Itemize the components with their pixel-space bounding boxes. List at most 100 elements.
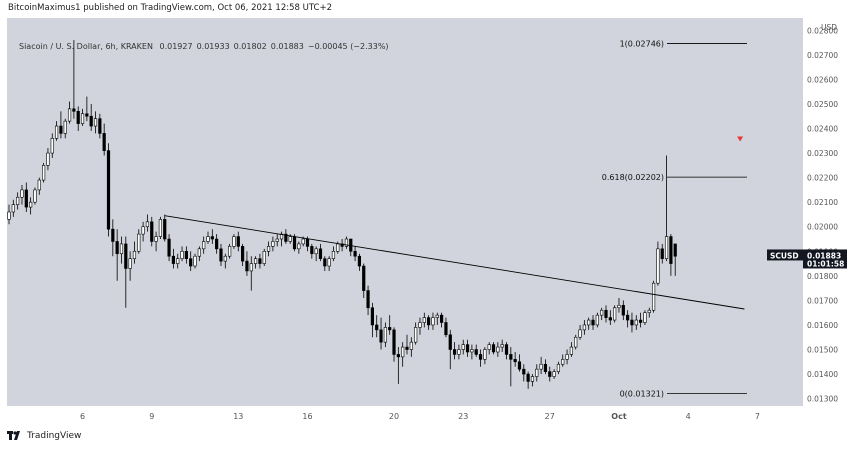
candle bbox=[150, 216, 154, 247]
candle-body bbox=[33, 189, 37, 203]
candle bbox=[137, 229, 141, 254]
candle bbox=[42, 162, 46, 183]
candle-body bbox=[470, 349, 474, 353]
candle bbox=[184, 246, 188, 264]
candle-body bbox=[219, 248, 223, 262]
candle bbox=[284, 229, 288, 244]
candle bbox=[626, 310, 630, 328]
time-tick-label: 13 bbox=[233, 412, 243, 421]
candle bbox=[297, 241, 301, 254]
candle bbox=[89, 103, 93, 131]
candle bbox=[180, 246, 184, 262]
candle-body bbox=[587, 319, 591, 326]
descending-trendline bbox=[164, 215, 745, 310]
candle bbox=[158, 216, 163, 240]
candle bbox=[258, 253, 262, 269]
candle bbox=[379, 317, 383, 350]
candle bbox=[500, 339, 504, 352]
candle-body bbox=[626, 314, 630, 321]
candle bbox=[353, 246, 357, 262]
candle bbox=[115, 229, 119, 281]
candle-countdown: 01:01:58 bbox=[807, 259, 844, 268]
candle bbox=[232, 234, 236, 249]
candle-body bbox=[526, 373, 530, 382]
candle-body bbox=[327, 258, 331, 267]
candle bbox=[176, 253, 180, 269]
candle-body bbox=[245, 260, 249, 272]
candle-body bbox=[223, 255, 227, 262]
candle bbox=[470, 344, 474, 360]
candle bbox=[145, 214, 150, 232]
candle bbox=[111, 219, 115, 257]
chart-plot-area[interactable]: 0.382(0.02882)1(0.02746)0.618(0.02202)0(… bbox=[7, 6, 803, 406]
candle bbox=[656, 241, 660, 286]
candle bbox=[621, 300, 625, 321]
candle bbox=[401, 342, 405, 367]
candle bbox=[409, 337, 413, 357]
candle-body bbox=[76, 111, 80, 124]
candle-body bbox=[271, 241, 275, 247]
candle bbox=[483, 347, 487, 365]
candle-body bbox=[543, 363, 548, 372]
publisher-header: BitcoinMaximus1 published on TradingView… bbox=[8, 3, 332, 13]
candle-body bbox=[180, 250, 184, 259]
candle-body bbox=[427, 317, 431, 326]
candle bbox=[673, 243, 677, 276]
price-tick-label: 0.02700 bbox=[807, 51, 838, 60]
candle bbox=[392, 327, 396, 362]
candle-body bbox=[604, 309, 608, 318]
candle bbox=[465, 339, 470, 357]
legend-open: 0.01927 bbox=[159, 42, 193, 51]
candle bbox=[167, 234, 171, 262]
candle-body bbox=[487, 344, 491, 350]
candle bbox=[189, 251, 193, 271]
candle-body bbox=[669, 236, 673, 264]
candle-body bbox=[215, 238, 219, 250]
candle-body bbox=[548, 371, 552, 377]
candle bbox=[249, 256, 253, 291]
candle-body bbox=[660, 248, 664, 259]
candle-body bbox=[72, 108, 76, 112]
candle bbox=[448, 329, 452, 370]
candle-body bbox=[561, 359, 565, 365]
candle bbox=[431, 312, 435, 330]
candle-body bbox=[115, 241, 119, 255]
candle-body bbox=[474, 349, 478, 355]
candle bbox=[262, 248, 266, 267]
candle-body bbox=[67, 108, 72, 122]
sell-signal-marker bbox=[737, 136, 744, 142]
candle bbox=[535, 364, 539, 382]
legend-change: −0.00045 (−2.33%) bbox=[307, 42, 389, 51]
candle bbox=[643, 310, 647, 325]
candle-body bbox=[630, 319, 634, 326]
candle-body bbox=[409, 341, 413, 350]
candle-body bbox=[266, 246, 271, 252]
candle bbox=[271, 236, 275, 252]
candle bbox=[548, 366, 552, 382]
candle-body bbox=[193, 255, 197, 267]
time-axis[interactable]: 6 9 13 16 20 23 27 Oct 4 7 bbox=[7, 406, 803, 426]
candle-body bbox=[158, 219, 163, 237]
candle bbox=[76, 106, 80, 131]
candle-body bbox=[275, 238, 279, 242]
candle-body bbox=[228, 246, 232, 257]
symbol-badge bbox=[767, 249, 803, 261]
candle bbox=[457, 344, 461, 360]
candle-body bbox=[452, 349, 457, 355]
candle bbox=[669, 234, 673, 276]
candle bbox=[223, 253, 227, 269]
candle bbox=[50, 133, 54, 158]
chart-svg[interactable]: 0.382(0.02882)1(0.02746)0.618(0.02202)0(… bbox=[7, 6, 803, 406]
candle-body bbox=[383, 327, 387, 343]
candle-body bbox=[621, 305, 625, 316]
candle bbox=[509, 347, 513, 387]
candle-body bbox=[634, 319, 638, 326]
candle bbox=[539, 356, 543, 375]
candle-body bbox=[106, 150, 111, 230]
candle-body bbox=[54, 125, 59, 139]
candle bbox=[461, 339, 465, 355]
symbol-badge-text: SCUSD bbox=[770, 251, 799, 260]
candle-body bbox=[370, 307, 374, 326]
candle bbox=[241, 243, 245, 267]
price-axis[interactable]: USD 0.02800 0.02700 0.02600 0.02500 0.02400 0.… bbox=[803, 18, 850, 406]
